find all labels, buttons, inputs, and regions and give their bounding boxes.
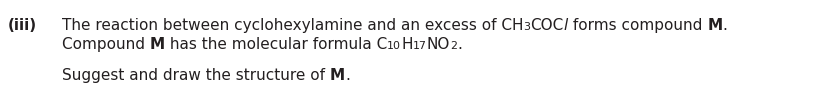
Text: forms compound: forms compound <box>567 18 706 33</box>
Text: 3: 3 <box>522 22 530 32</box>
Text: .: . <box>721 18 726 33</box>
Text: 17: 17 <box>412 41 426 51</box>
Text: 2: 2 <box>450 41 456 51</box>
Text: Suggest and draw the structure of: Suggest and draw the structure of <box>62 68 330 83</box>
Text: 10: 10 <box>387 41 401 51</box>
Text: The reaction between cyclohexylamine and an excess of CH: The reaction between cyclohexylamine and… <box>62 18 522 33</box>
Text: COC: COC <box>530 18 563 33</box>
Text: M: M <box>150 37 165 52</box>
Text: H: H <box>401 37 412 52</box>
Text: has the molecular formula C: has the molecular formula C <box>165 37 387 52</box>
Text: M: M <box>330 68 344 83</box>
Text: .: . <box>344 68 349 83</box>
Text: NO: NO <box>426 37 450 52</box>
Text: Compound: Compound <box>62 37 150 52</box>
Text: M: M <box>706 18 721 33</box>
Text: .: . <box>456 37 461 52</box>
Text: l: l <box>563 18 567 33</box>
Text: (iii): (iii) <box>8 18 37 33</box>
